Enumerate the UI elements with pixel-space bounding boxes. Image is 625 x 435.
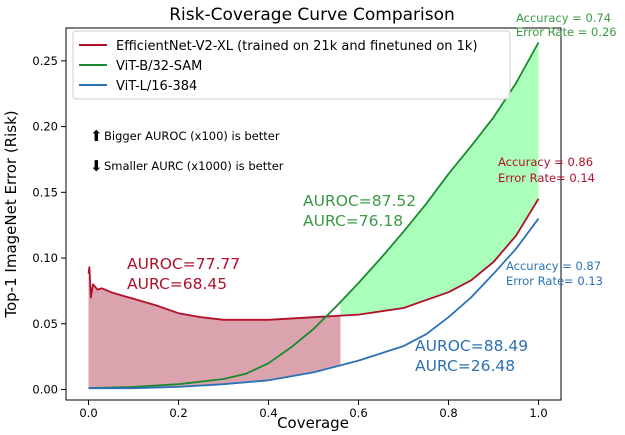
- annotation-line: AURC=68.45: [127, 275, 227, 293]
- annotation-vitl-auroc: AUROC=88.49 AURC=26.48: [415, 337, 528, 375]
- y-tick-label: 0.05: [32, 317, 58, 331]
- note-aurc-text: Smaller AURC (x1000) is better: [104, 159, 284, 173]
- y-tick-label: 0.25: [32, 54, 58, 68]
- annotation-line: AURC=76.18: [303, 212, 403, 230]
- y-tick-label: 0.00: [32, 382, 58, 396]
- y-tick-label: 0.10: [32, 251, 58, 265]
- x-tick-label: 0.2: [169, 406, 187, 420]
- plot-frame: [65, 27, 562, 401]
- fill-layer: [88, 42, 539, 389]
- arrow-down-icon: ⬇: [90, 157, 103, 175]
- y-tick-label: 0.20: [32, 120, 58, 134]
- annotation-line: AUROC=77.77: [127, 255, 240, 273]
- annotation-line: Accuracy = 0.74: [516, 11, 611, 25]
- annotation-efficientnet-auroc: AUROC=77.77 AURC=68.45: [127, 255, 240, 293]
- series-line-0: [87, 198, 540, 321]
- y-tick-label: 0.15: [32, 185, 58, 199]
- annotation-efficientnet-accuracy: Accuracy = 0.86 Error Rate= 0.14: [498, 155, 595, 185]
- x-axis-label: Coverage: [277, 414, 349, 432]
- annotation-line: Accuracy = 0.86: [498, 155, 593, 169]
- annotation-vitb-accuracy: Accuracy = 0.74 Error Rate = 0.26: [516, 11, 617, 39]
- annotation-vitb-auroc: AUROC=87.52 AURC=76.18: [303, 192, 416, 230]
- x-tick-label: 0.8: [439, 406, 457, 420]
- series-line-2: [88, 218, 540, 390]
- series-line-1: [88, 42, 540, 390]
- y-axis: 0.00 0.05 0.10 0.15 0.20 0.25: [32, 54, 66, 396]
- note-aurc: ⬇ Smaller AURC (x1000) is better: [90, 157, 284, 175]
- arrow-up-icon: ⬆: [90, 127, 103, 145]
- annotation-line: AUROC=88.49: [415, 337, 528, 355]
- annotation-line: Error Rate= 0.13: [506, 274, 603, 288]
- annotation-line: Accuracy = 0.87: [506, 259, 601, 273]
- chart-title: Risk-Coverage Curve Comparison: [169, 5, 455, 25]
- note-auroc-text: Bigger AUROC (x100) is better: [104, 129, 280, 143]
- note-auroc: ⬆ Bigger AUROC (x100) is better: [90, 127, 280, 145]
- annotation-line: AUROC=87.52: [303, 192, 416, 210]
- legend-label-2: ViT-L/16-384: [116, 79, 197, 94]
- legend: EfficientNet-V2-XL (trained on 21k and f…: [72, 30, 511, 100]
- x-axis: 0.0 0.2 0.4 0.6 0.8 1.0: [79, 400, 548, 420]
- fill-area-1: [340, 42, 539, 316]
- legend-label-0: EfficientNet-V2-XL (trained on 21k and f…: [116, 39, 478, 54]
- annotation-line: Error Rate= 0.14: [498, 171, 595, 185]
- annotation-line: AURC=26.48: [415, 357, 515, 375]
- series-layer: [87, 42, 540, 390]
- y-axis-label: Top-1 ImageNet Error (Risk): [2, 110, 20, 318]
- x-tick-label: 1.0: [529, 406, 547, 420]
- x-tick-label: 0.6: [349, 406, 367, 420]
- fill-area-0: [88, 273, 341, 389]
- annotation-vitl-accuracy: Accuracy = 0.87 Error Rate= 0.13: [506, 259, 603, 288]
- x-tick-label: 0.0: [79, 406, 97, 420]
- legend-box: [72, 30, 511, 100]
- legend-label-1: ViT-B/32-SAM: [116, 59, 202, 74]
- annotation-line: Error Rate = 0.26: [516, 25, 617, 39]
- x-tick-label: 0.4: [259, 406, 277, 420]
